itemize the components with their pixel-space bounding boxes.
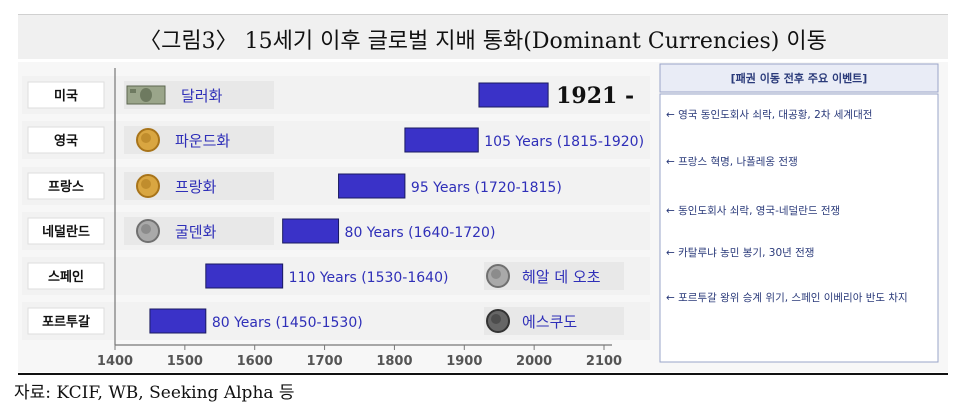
x-tick-label: 1800 bbox=[376, 354, 412, 369]
event-item: ← 포르투갈 왕위 승계 위기, 스페인 이베리아 반도 차지 bbox=[666, 291, 908, 304]
currency-label: 파운드화 bbox=[175, 132, 230, 150]
currency-label: 달러화 bbox=[181, 87, 223, 105]
events-header-box bbox=[659, 63, 939, 93]
gold-coin-icon bbox=[136, 174, 160, 198]
event-item: ← 동인도회사 쇠락, 영국-네덜란드 전쟁 bbox=[666, 205, 840, 217]
country-label-box bbox=[27, 172, 105, 200]
coin-emblem bbox=[491, 314, 501, 324]
duration-bar bbox=[338, 173, 406, 199]
x-tick-label: 1500 bbox=[167, 354, 203, 369]
country-label: 프랑스 bbox=[48, 180, 84, 195]
x-tick-label: 1700 bbox=[306, 354, 342, 369]
coin-emblem bbox=[141, 179, 151, 189]
country-label: 영국 bbox=[54, 134, 78, 149]
country-label: 네덜란드 bbox=[42, 224, 90, 240]
banknote-seal bbox=[130, 89, 136, 93]
events-panel: [패권 이동 전후 주요 이벤트] ← 영국 동인도회사 쇠락, 대공황, 2차 … bbox=[659, 63, 939, 363]
gold-coin-icon bbox=[136, 128, 160, 152]
duration-bar bbox=[404, 127, 479, 153]
bar-label: 95 Years (1720-1815) bbox=[411, 180, 562, 196]
source-note: 자료: KCIF, WB, Seeking Alpha 등 bbox=[14, 383, 295, 403]
x-tick-label: 2000 bbox=[516, 354, 552, 369]
page-title: 〈그림3〉 15세기 이후 글로벌 지배 통화(Dominant Currenc… bbox=[139, 29, 827, 54]
coin-emblem bbox=[141, 224, 151, 234]
row-backgrounds bbox=[22, 76, 650, 340]
duration-bar bbox=[478, 82, 549, 108]
event-item: ← 카탈루냐 농민 봉기, 30년 전쟁 bbox=[666, 246, 814, 259]
currency-label: 에스쿠도 bbox=[522, 313, 577, 331]
duration-bar bbox=[149, 308, 207, 334]
silver-coin-icon bbox=[136, 219, 160, 243]
bar-label: 110 Years (1530-1640) bbox=[289, 270, 449, 286]
silver-coin-icon bbox=[486, 264, 510, 288]
dollar-banknote-icon bbox=[126, 85, 166, 105]
coin-emblem bbox=[141, 133, 151, 143]
events-list-box bbox=[659, 93, 939, 363]
bar-label: 80 Years (1450-1530) bbox=[212, 315, 363, 331]
axes: 1400 1500 1600 1700 1800 1900 2000 2100 bbox=[97, 68, 622, 369]
title-bar: 〈그림3〉 15세기 이후 글로벌 지배 통화(Dominant Currenc… bbox=[18, 14, 948, 59]
x-tick-label: 1900 bbox=[446, 354, 482, 369]
country-label-box bbox=[27, 81, 105, 109]
currency-label: 프랑화 bbox=[175, 178, 217, 196]
bar-label: 1921 - bbox=[556, 83, 634, 109]
event-item: ← 프랑스 혁명, 나폴레옹 전쟁 bbox=[666, 156, 798, 168]
country-label: 스페인 bbox=[48, 269, 84, 285]
bar-label: 105 Years (1815-1920) bbox=[484, 134, 644, 150]
coin-emblem bbox=[491, 269, 501, 279]
country-label-box bbox=[27, 262, 105, 290]
event-item: ← 영국 동인도회사 쇠락, 대공황, 2차 세계대전 bbox=[666, 109, 872, 121]
duration-bar bbox=[205, 263, 284, 289]
currency-label: 굴덴화 bbox=[175, 223, 217, 241]
x-tick-label: 2100 bbox=[586, 354, 622, 369]
dark-coin-icon bbox=[486, 309, 510, 333]
country-label-box bbox=[27, 307, 105, 335]
duration-bar bbox=[282, 218, 340, 244]
bar-label: 80 Years (1640-1720) bbox=[345, 225, 496, 241]
country-label: 미국 bbox=[54, 88, 78, 104]
x-tick-label: 1600 bbox=[237, 354, 273, 369]
country-label-box bbox=[27, 126, 105, 154]
currency-label: 헤알 데 오초 bbox=[522, 268, 601, 286]
x-tick-label: 1400 bbox=[97, 354, 133, 369]
country-label: 포르투갈 bbox=[42, 315, 90, 330]
bottom-rule bbox=[18, 373, 948, 375]
banknote-portrait bbox=[140, 88, 152, 102]
country-label-box bbox=[27, 217, 105, 245]
events-header: [패권 이동 전후 주요 이벤트] bbox=[731, 71, 868, 85]
